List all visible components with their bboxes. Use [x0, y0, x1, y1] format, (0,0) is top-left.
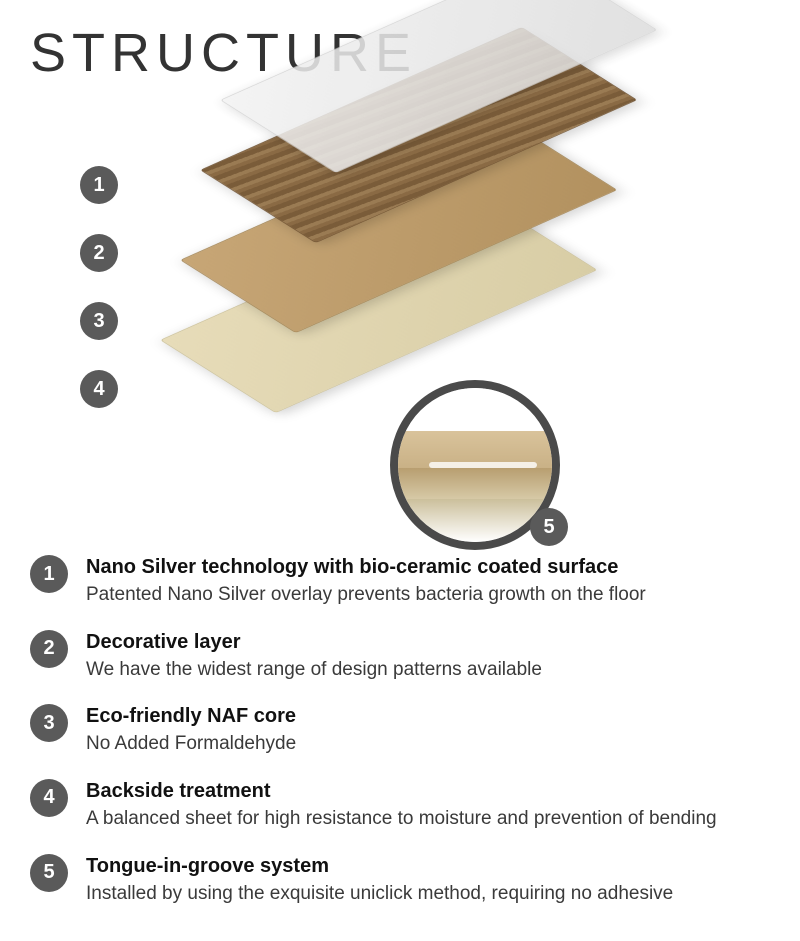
- layer-badge-4: 4: [80, 370, 118, 408]
- legend-desc-3: No Added Formaldehyde: [86, 731, 770, 757]
- legend-title-2: Decorative layer: [86, 630, 770, 654]
- legend-text-5: Tongue-in-groove system Installed by usi…: [86, 854, 770, 907]
- legend-desc-1: Patented Nano Silver overlay prevents ba…: [86, 582, 770, 608]
- legend-badge-3: 3: [30, 704, 68, 742]
- layer-badge-5: 5: [530, 508, 568, 546]
- legend-title-5: Tongue-in-groove system: [86, 854, 770, 878]
- legend-badge-2: 2: [30, 630, 68, 668]
- legend-desc-2: We have the widest range of design patte…: [86, 657, 770, 683]
- legend-list: 1 Nano Silver technology with bio-cerami…: [30, 555, 770, 928]
- exploded-layers-diagram: 1 2 3 4 5: [40, 60, 780, 540]
- legend-desc-5: Installed by using the exquisite uniclic…: [86, 881, 770, 907]
- layer-badge-3: 3: [80, 302, 118, 340]
- legend-title-3: Eco-friendly NAF core: [86, 704, 770, 728]
- legend-badge-5: 5: [30, 854, 68, 892]
- legend-badge-1: 1: [30, 555, 68, 593]
- legend-badge-4: 4: [30, 779, 68, 817]
- legend-text-2: Decorative layer We have the widest rang…: [86, 630, 770, 683]
- legend-item-5: 5 Tongue-in-groove system Installed by u…: [30, 854, 770, 907]
- layer-badge-1: 1: [80, 166, 118, 204]
- legend-desc-4: A balanced sheet for high resistance to …: [86, 806, 770, 832]
- legend-item-1: 1 Nano Silver technology with bio-cerami…: [30, 555, 770, 608]
- layer-badge-2: 2: [80, 234, 118, 272]
- legend-item-4: 4 Backside treatment A balanced sheet fo…: [30, 779, 770, 832]
- tongue-groove-highlight: [429, 462, 537, 468]
- legend-text-4: Backside treatment A balanced sheet for …: [86, 779, 770, 832]
- legend-text-3: Eco-friendly NAF core No Added Formaldeh…: [86, 704, 770, 757]
- legend-text-1: Nano Silver technology with bio-ceramic …: [86, 555, 770, 608]
- legend-title-1: Nano Silver technology with bio-ceramic …: [86, 555, 770, 579]
- magnifier-detail: [398, 388, 552, 542]
- legend-item-2: 2 Decorative layer We have the widest ra…: [30, 630, 770, 683]
- legend-item-3: 3 Eco-friendly NAF core No Added Formald…: [30, 704, 770, 757]
- legend-title-4: Backside treatment: [86, 779, 770, 803]
